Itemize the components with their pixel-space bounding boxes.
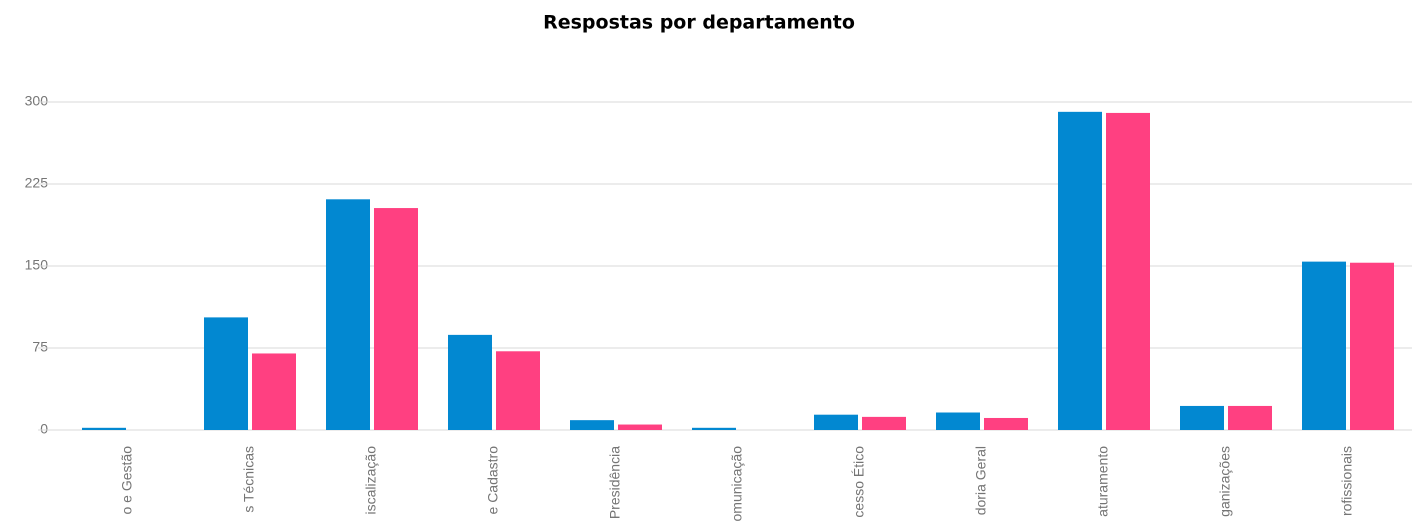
x-tick-label: o e Gestão [119, 446, 135, 515]
y-tick-label: 150 [25, 257, 49, 273]
bar [496, 351, 540, 430]
x-tick-label: rofissionais [1339, 446, 1355, 516]
bar [326, 199, 370, 430]
bar [1106, 112, 1150, 430]
x-tick-label: aturamento [1095, 446, 1111, 517]
x-tick-label: s Técnicas [241, 446, 257, 513]
x-tick-label: doria Geral [973, 446, 989, 515]
bar [374, 208, 418, 430]
x-tick-label: omunicação [729, 446, 745, 522]
x-tick-label: ganizações [1217, 446, 1233, 517]
bar [1228, 405, 1272, 430]
x-tick-label: iscalização [363, 446, 379, 515]
bar [1350, 262, 1394, 430]
y-tick-label: 300 [25, 93, 49, 109]
bar [204, 317, 248, 430]
bar [1180, 405, 1224, 430]
chart-title: Respostas por departamento [543, 12, 855, 34]
x-tick-label: Presidência [607, 446, 623, 519]
bar [1058, 111, 1102, 430]
bar [82, 427, 126, 430]
y-tick-label: 0 [40, 421, 48, 437]
x-tick-label: e Cadastro [485, 446, 501, 515]
bar [570, 420, 614, 430]
y-tick-label: 75 [32, 339, 48, 355]
bar [618, 424, 662, 430]
y-tick-label: 225 [25, 175, 49, 191]
bar [862, 416, 906, 430]
bar [448, 334, 492, 430]
bar [814, 414, 858, 430]
bar [1302, 261, 1346, 430]
bar [936, 412, 980, 430]
x-tick-label: cesso Ético [851, 446, 867, 518]
bar [692, 427, 736, 430]
bar [984, 417, 1028, 430]
bar [252, 353, 296, 430]
